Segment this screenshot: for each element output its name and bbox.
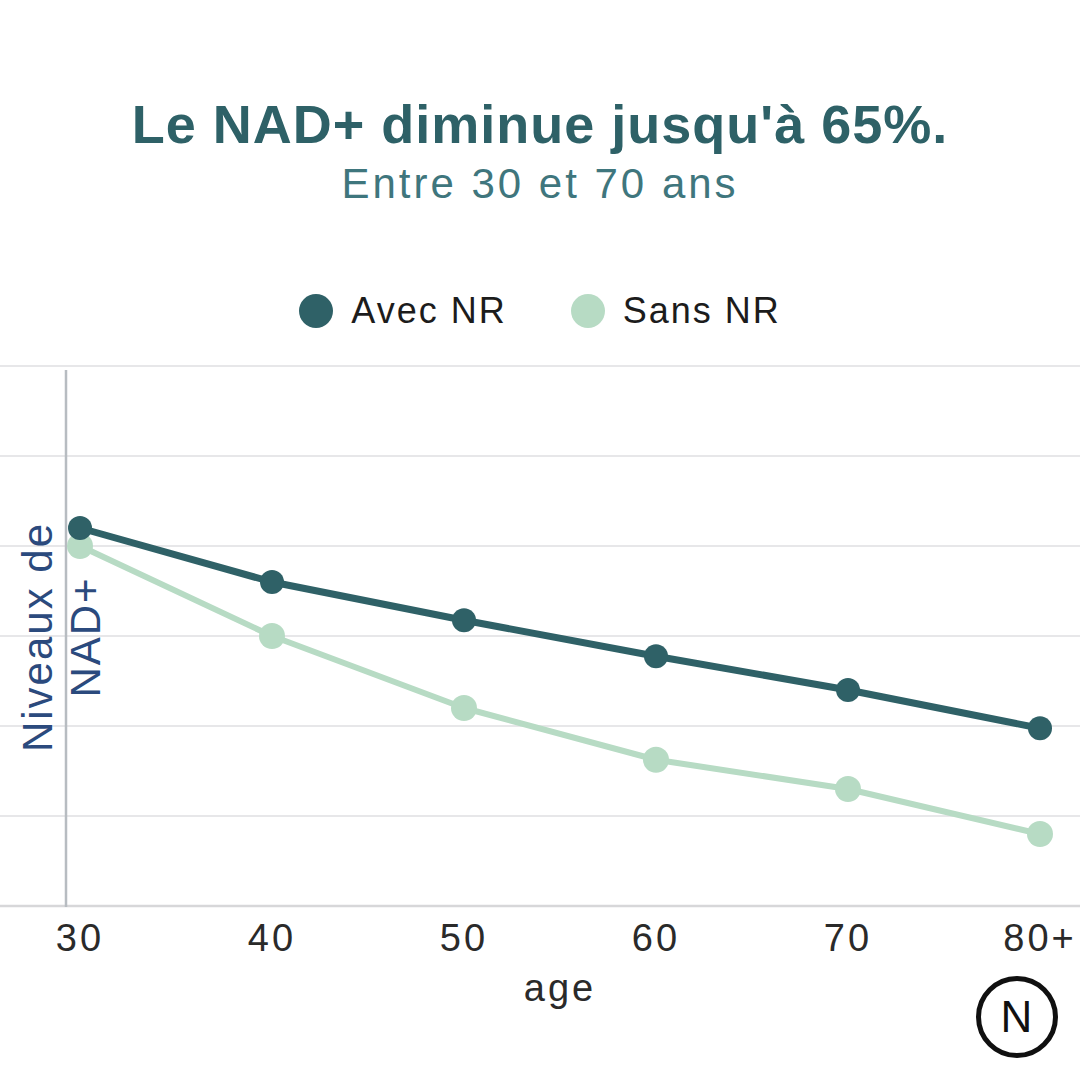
data-point-sans-nr <box>259 623 285 649</box>
data-point-avec-nr <box>644 644 668 668</box>
x-tick-label: 60 <box>586 916 726 960</box>
data-point-sans-nr <box>643 747 669 773</box>
data-point-avec-nr <box>260 570 284 594</box>
series-line-sans-nr <box>80 546 1040 834</box>
x-axis-ticks: 30 40 50 60 70 80+ <box>0 916 1080 964</box>
x-tick-label: 80+ <box>970 916 1080 960</box>
data-point-sans-nr <box>835 776 861 802</box>
y-axis-title-line2: NAD+ <box>62 507 110 767</box>
brand-logo-letter: N <box>1001 992 1034 1042</box>
brand-logo: N <box>976 976 1058 1058</box>
data-point-avec-nr <box>452 608 476 632</box>
y-axis-title-line1: Niveaux de <box>14 507 62 767</box>
data-point-sans-nr <box>451 695 477 721</box>
x-tick-label: 50 <box>394 916 534 960</box>
x-axis-title: age <box>20 968 1080 1008</box>
infographic-canvas: Le NAD+ diminue jusqu'à 65%. Entre 30 et… <box>0 0 1080 1080</box>
x-tick-label: 30 <box>10 916 150 960</box>
data-point-avec-nr <box>836 678 860 702</box>
x-tick-label: 40 <box>202 916 342 960</box>
x-tick-label: 70 <box>778 916 918 960</box>
series-line-avec-nr <box>80 528 1040 728</box>
data-point-avec-nr <box>1028 716 1052 740</box>
y-axis-title: Niveaux de NAD+ <box>14 507 110 767</box>
data-point-sans-nr <box>1027 821 1053 847</box>
